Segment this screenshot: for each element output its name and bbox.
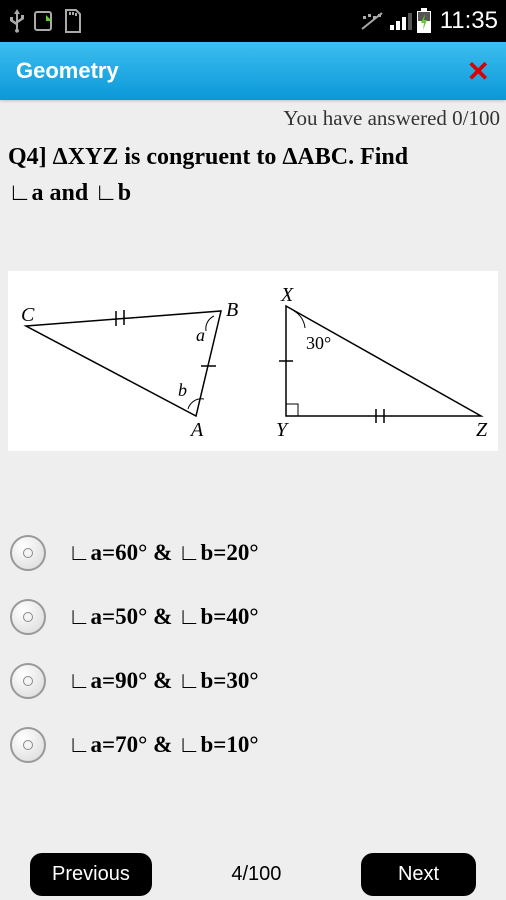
svg-text:B: B (226, 299, 238, 321)
progress-label: You have answered 0/100 (0, 100, 506, 135)
status-left (8, 7, 84, 35)
radio-icon[interactable] (10, 663, 46, 699)
header-title: Geometry (16, 58, 119, 84)
close-icon[interactable]: ✕ (467, 55, 490, 88)
signal-icon (388, 11, 412, 31)
answer-option[interactable]: ∟a=70° & ∟b=10° (10, 713, 496, 777)
page-counter: 4/100 (231, 863, 281, 886)
answer-option[interactable]: ∟a=60° & ∟b=20° (10, 521, 496, 585)
answers-list: ∟a=60° & ∟b=20° ∟a=50° & ∟b=40° ∟a=90° &… (0, 451, 506, 777)
previous-button[interactable]: Previous (30, 853, 152, 896)
question-line1: ΔXYZ is congruent to ΔABC. Find (53, 144, 408, 170)
answer-text: ∟a=90° & ∟b=30° (68, 668, 259, 694)
radio-icon[interactable] (10, 599, 46, 635)
sync-icon (32, 9, 56, 33)
svg-text:A: A (189, 419, 204, 441)
status-bar: 11:35 (0, 0, 506, 42)
svg-text:Y: Y (276, 419, 289, 441)
vibrate-icon (360, 11, 384, 31)
radio-icon[interactable] (10, 535, 46, 571)
svg-text:30°: 30° (306, 333, 331, 353)
question-line2: ∟a and ∟b (8, 180, 131, 206)
question-text: Q4] ΔXYZ is congruent to ΔABC. Find ∟a a… (8, 139, 498, 211)
triangle-abc: C B A a b (16, 281, 246, 441)
app-header: Geometry ✕ (0, 42, 506, 100)
next-button[interactable]: Next (361, 853, 476, 896)
answer-text: ∟a=50° & ∟b=40° (68, 604, 259, 630)
battery-icon (416, 8, 432, 34)
answer-option[interactable]: ∟a=90° & ∟b=30° (10, 649, 496, 713)
sd-icon (62, 8, 84, 34)
question-prefix: Q4] (8, 144, 53, 170)
status-right: 11:35 (360, 7, 498, 35)
svg-text:Z: Z (476, 419, 488, 441)
svg-text:X: X (280, 284, 294, 306)
svg-text:C: C (21, 304, 35, 326)
answer-option[interactable]: ∟a=50° & ∟b=40° (10, 585, 496, 649)
status-time: 11:35 (440, 7, 498, 35)
answer-text: ∟a=60° & ∟b=20° (68, 540, 259, 566)
usb-icon (8, 7, 26, 35)
radio-icon[interactable] (10, 727, 46, 763)
svg-text:b: b (178, 380, 187, 400)
svg-text:a: a (196, 325, 205, 345)
question-block: Q4] ΔXYZ is congruent to ΔABC. Find ∟a a… (0, 135, 506, 223)
triangle-xyz: X Y Z 30° (261, 281, 491, 441)
answer-text: ∟a=70° & ∟b=10° (68, 732, 259, 758)
diagram-panel: C B A a b X Y Z 30° (8, 271, 498, 451)
nav-bar: Previous 4/100 Next (0, 843, 506, 900)
